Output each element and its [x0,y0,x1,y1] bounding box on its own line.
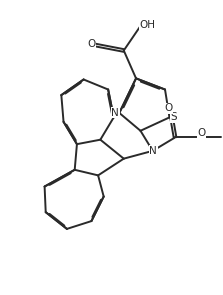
Text: N: N [149,146,157,156]
Text: O: O [198,128,206,138]
Text: OH: OH [139,20,155,30]
Text: N: N [112,108,119,118]
Text: O: O [165,104,173,114]
Text: S: S [170,112,177,122]
Text: O: O [87,39,95,49]
